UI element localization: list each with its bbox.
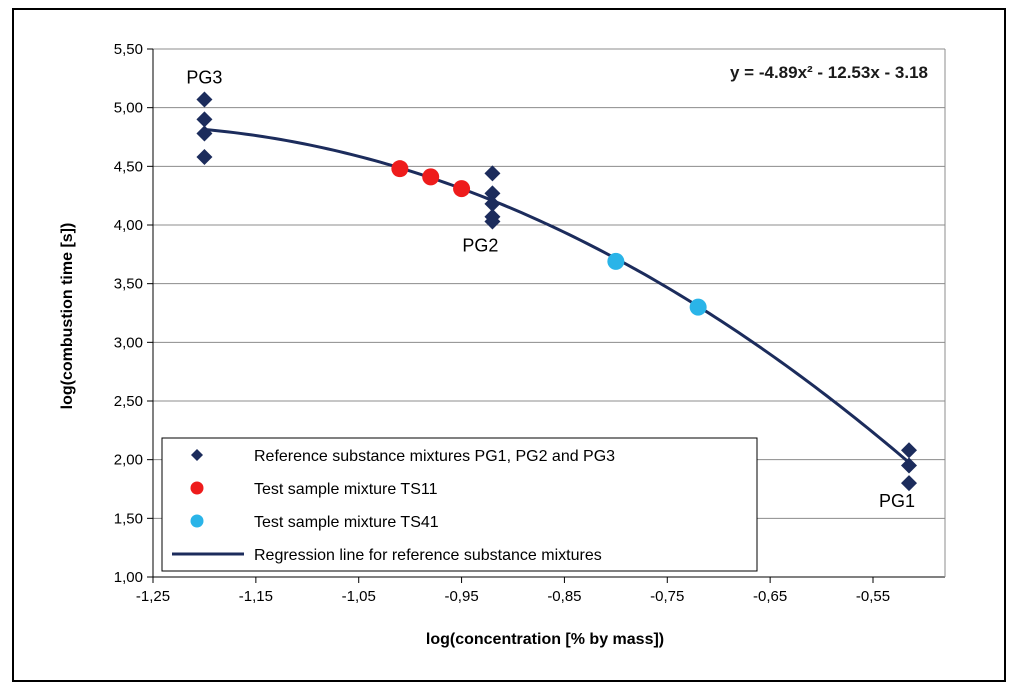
- x-tick-label: -0,95: [444, 588, 478, 605]
- reference-point: [196, 91, 213, 108]
- y-tick-labels: 1,00 1,50 2,00 2,50 3,00 3,50 4,00 4,50 5,00 5,50: [114, 41, 143, 586]
- group-labels: PG3 PG2 PG1: [186, 67, 915, 511]
- data-points: [196, 91, 917, 492]
- reference-point: [484, 165, 501, 182]
- x-tick-label: -1,05: [342, 588, 376, 605]
- reference-point: [484, 213, 501, 230]
- reference-point: [196, 111, 213, 128]
- y-tick-label: 1,50: [114, 510, 143, 527]
- ts11-point: [391, 160, 409, 178]
- legend-circle-symbol: [190, 481, 204, 495]
- y-tick-label: 5,00: [114, 100, 143, 117]
- x-tick-label: -0,55: [856, 588, 890, 605]
- ts41-point: [607, 252, 625, 270]
- reference-point: [484, 195, 501, 212]
- regression-line: [204, 127, 910, 464]
- ts11-point: [422, 168, 440, 186]
- reference-point: [196, 125, 213, 142]
- x-tick-label: -1,15: [239, 588, 273, 605]
- legend-circle-symbol: [190, 514, 204, 528]
- x-tick-label: -0,65: [753, 588, 787, 605]
- legend-diamond-symbol: [191, 449, 203, 461]
- y-tick-label: 4,00: [114, 217, 143, 234]
- ts11-point: [453, 180, 471, 198]
- y-tick-label: 2,50: [114, 393, 143, 410]
- legend-label: Regression line for reference substance …: [254, 547, 602, 564]
- reference-point: [901, 475, 917, 492]
- legend-label: Test sample mixture TS41: [254, 514, 439, 531]
- y-tick-label: 2,00: [114, 452, 143, 469]
- reference-point: [196, 148, 213, 165]
- reference-point: [484, 185, 501, 202]
- legend-label: Test sample mixture TS11: [254, 481, 438, 498]
- regression-equation: y = -4.89x² - 12.53x - 3.18: [730, 63, 928, 82]
- group-label-pg3: PG3: [186, 67, 222, 87]
- x-tick-label: -1,25: [136, 588, 170, 605]
- x-axis-title: log(concentration [% by mass]): [426, 631, 664, 648]
- legend-box: [161, 437, 758, 572]
- legend-label: Reference substance mixtures PG1, PG2 an…: [254, 448, 615, 465]
- y-tick-label: 1,00: [114, 569, 143, 586]
- y-tick-label: 3,50: [114, 276, 143, 293]
- ts41-point: [689, 298, 707, 316]
- y-tick-label: 3,00: [114, 334, 143, 351]
- y-tick-label: 4,50: [114, 158, 143, 175]
- x-tick-labels: -1,25 -1,15 -1,05 -0,95 -0,85 -0,75 -0,65 -0,55: [136, 588, 890, 605]
- reference-point: [901, 442, 917, 459]
- axes: [147, 48, 946, 583]
- x-tick-label: -0,75: [650, 588, 684, 605]
- legend: Reference substance mixtures PG1, PG2 an…: [161, 437, 758, 572]
- group-label-pg2: PG2: [462, 235, 498, 255]
- group-label-pg1: PG1: [879, 491, 915, 511]
- y-tick-label: 5,50: [114, 41, 143, 58]
- y-axis-title: log(combustion time [s]): [59, 223, 76, 410]
- x-tick-label: -0,85: [547, 588, 581, 605]
- reference-point: [901, 457, 917, 474]
- regression-curve-layer: [204, 127, 910, 464]
